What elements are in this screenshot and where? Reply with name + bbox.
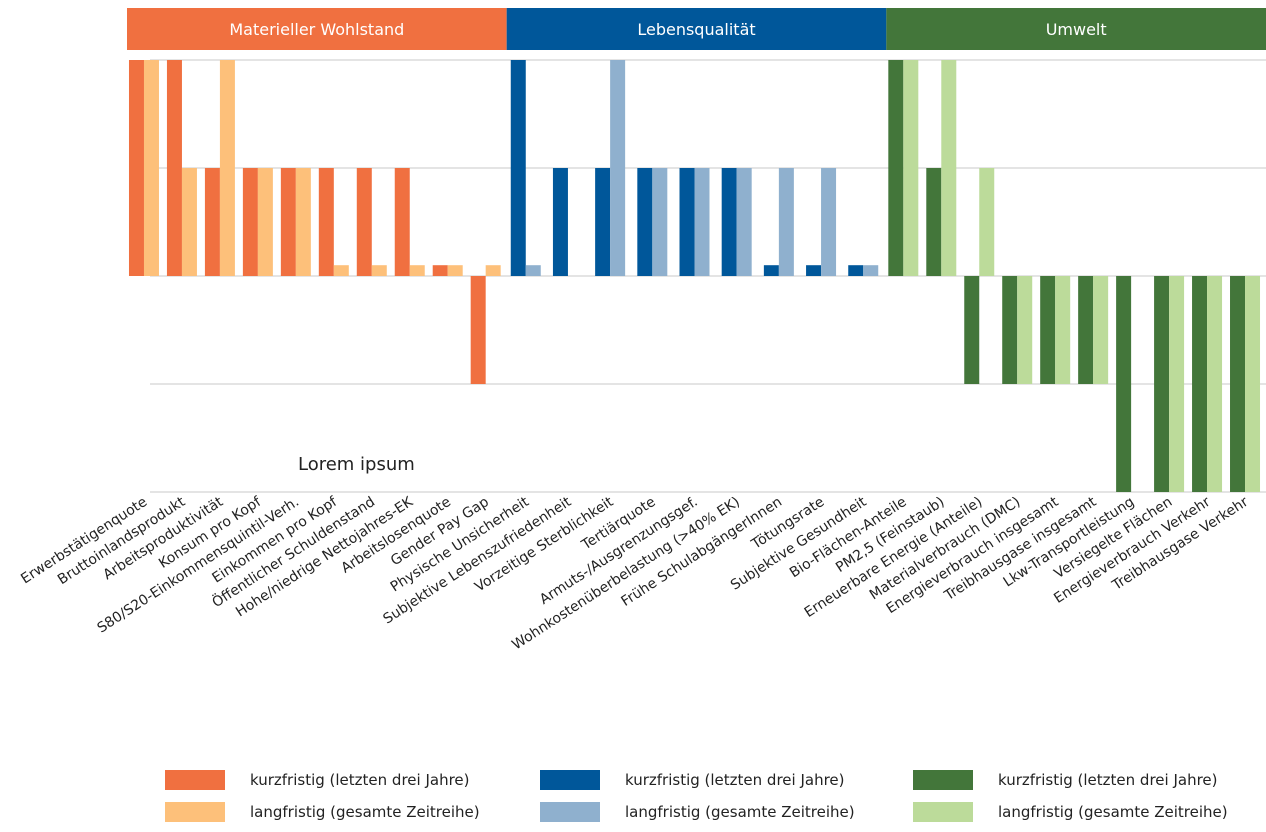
bar — [280, 168, 296, 276]
bar — [166, 60, 182, 276]
legend-swatch — [913, 802, 973, 822]
bar — [295, 168, 311, 276]
legend-swatch — [165, 770, 225, 790]
group-title: Materieller Wohlstand — [229, 20, 404, 39]
bar — [610, 60, 626, 276]
bar — [1002, 276, 1018, 384]
bar — [1207, 276, 1223, 492]
bar — [806, 265, 822, 276]
group-title: Umwelt — [1046, 20, 1107, 39]
bar — [694, 168, 710, 276]
bar — [1154, 276, 1170, 492]
bar — [652, 168, 668, 276]
bar — [848, 265, 864, 276]
legend-swatch — [913, 770, 973, 790]
bar — [525, 265, 541, 276]
legend-label: kurzfristig (letzten drei Jahre) — [625, 771, 845, 789]
bar — [242, 168, 258, 276]
bar — [128, 60, 144, 276]
bar — [964, 276, 980, 384]
legend-label: kurzfristig (letzten drei Jahre) — [250, 771, 470, 789]
group-title: Lebensqualität — [637, 20, 755, 39]
bar — [1230, 276, 1246, 492]
bar — [432, 265, 448, 276]
bar — [318, 168, 334, 276]
bar — [552, 168, 568, 276]
bar — [143, 60, 159, 276]
legend-swatch — [540, 770, 600, 790]
bar — [1245, 276, 1261, 492]
bar — [888, 60, 904, 276]
bar — [394, 168, 410, 276]
bar — [903, 60, 919, 276]
bar — [204, 168, 220, 276]
legend-label: langfristig (gesamte Zeitreihe) — [625, 803, 855, 821]
bar — [941, 60, 957, 276]
legend-label: langfristig (gesamte Zeitreihe) — [998, 803, 1228, 821]
bar — [510, 60, 526, 276]
bar — [679, 168, 695, 276]
bar — [736, 168, 752, 276]
bar — [371, 265, 387, 276]
bar — [1017, 276, 1033, 384]
bar — [763, 265, 779, 276]
bar — [181, 168, 197, 276]
bar — [485, 265, 501, 276]
bar — [979, 168, 995, 276]
bar — [778, 168, 794, 276]
bar — [1093, 276, 1109, 384]
bar — [1078, 276, 1094, 384]
group-band — [127, 8, 507, 50]
legend-swatch — [540, 802, 600, 822]
annotation: Lorem ipsum — [298, 454, 415, 475]
bar — [470, 276, 486, 384]
bar — [257, 168, 273, 276]
bar — [356, 168, 372, 276]
bar — [1169, 276, 1185, 492]
bar — [1040, 276, 1056, 384]
bar — [821, 168, 837, 276]
bar — [863, 265, 879, 276]
bar — [333, 265, 349, 276]
bar — [447, 265, 463, 276]
bar — [1116, 276, 1132, 492]
legend-label: langfristig (gesamte Zeitreihe) — [250, 803, 480, 821]
bar — [1192, 276, 1208, 492]
group-band — [506, 8, 887, 50]
bar — [1055, 276, 1071, 384]
group-band — [886, 8, 1266, 50]
bar — [595, 168, 611, 276]
bar — [637, 168, 653, 276]
bar — [409, 265, 425, 276]
bar — [926, 168, 942, 276]
legend-swatch — [165, 802, 225, 822]
bar — [219, 60, 235, 276]
bar — [721, 168, 737, 276]
legend-label: kurzfristig (letzten drei Jahre) — [998, 771, 1218, 789]
